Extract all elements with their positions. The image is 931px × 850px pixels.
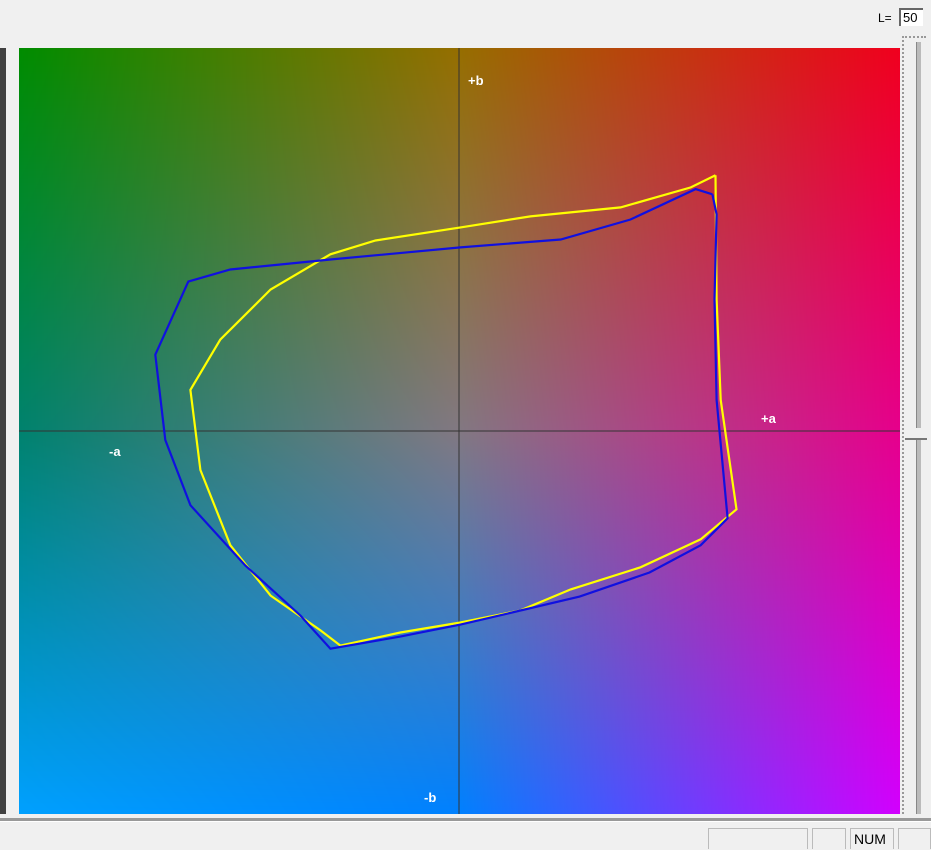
status-pane [708,828,808,849]
lightness-input[interactable]: 50 [899,8,923,26]
status-pane [898,828,931,849]
gamut-overlay: +b -b +a -a [19,48,900,814]
status-num: NUM [850,828,894,849]
status-pane [812,828,846,849]
ab-plot: +b -b +a -a [19,48,900,814]
gamut-outline-2 [154,187,729,650]
lightness-label: L= [878,11,892,25]
plus-b-label: +b [468,73,484,88]
plus-a-label: +a [761,411,777,426]
minus-b-label: -b [424,790,436,805]
left-panel-edge [0,48,6,814]
lightness-slider[interactable] [902,36,928,816]
gamut-outline-1 [189,174,738,647]
divider [0,818,931,822]
slider-thumb[interactable] [905,428,927,440]
minus-a-label: -a [109,444,121,459]
